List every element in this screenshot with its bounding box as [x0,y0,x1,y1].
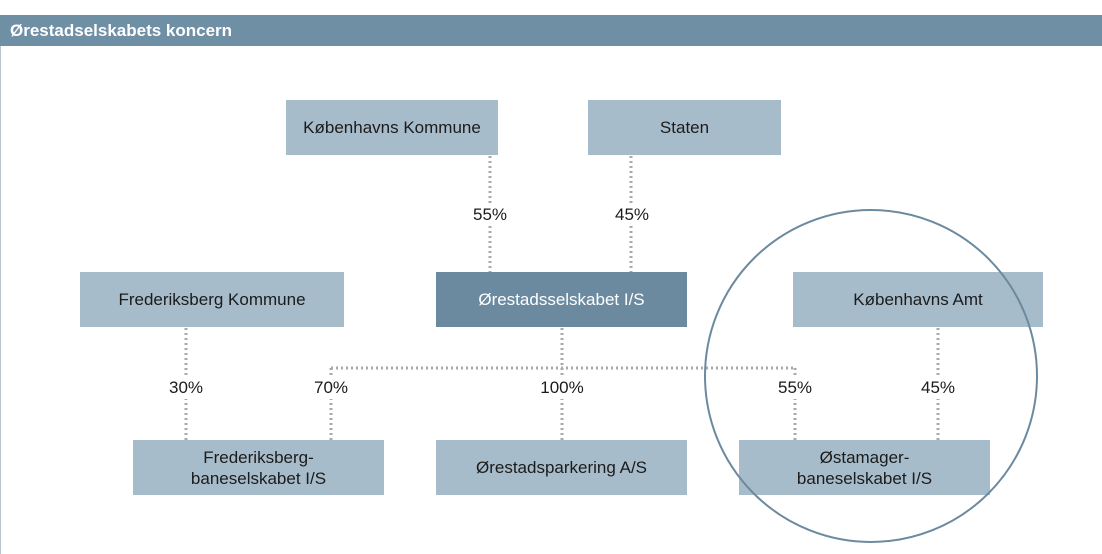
ownership-label: 70% [311,377,351,399]
node-label: Frederiksberg Kommune [118,290,306,309]
node-label: Ørestadsparkering A/S [475,458,648,477]
header-title: Ørestadselskabets koncern [0,15,1102,46]
node-label: baneselskabet I/S [796,468,933,488]
node: Frederiksberg-baneselskabet I/S [133,440,384,495]
ownership-label: 30% [166,377,206,399]
node-label: Københavns Amt [853,290,983,309]
node-label: Frederiksberg- [203,447,314,467]
node-label: Østamager- [819,447,910,467]
ownership-label: 100% [538,377,586,399]
node-label: baneselskabet I/S [190,468,327,488]
node-label: Københavns Kommune [303,118,481,137]
node-label: Ørestadsselskabet I/S [478,290,645,309]
node: Ørestadsselskabet I/S [436,272,687,327]
node: Ørestadsparkering A/S [436,440,687,495]
node: Staten [588,100,781,155]
node: Østamager-baneselskabet I/S [739,440,990,495]
ownership-label: 45% [918,377,958,399]
ownership-label: 45% [612,204,652,226]
ownership-label: 55% [470,204,510,226]
node-label: Staten [659,118,710,137]
border [0,46,1,554]
node: Københavns Kommune [286,100,498,155]
ownership-label: 55% [775,377,815,399]
node: Frederiksberg Kommune [80,272,344,327]
node: Københavns Amt [793,272,1043,327]
